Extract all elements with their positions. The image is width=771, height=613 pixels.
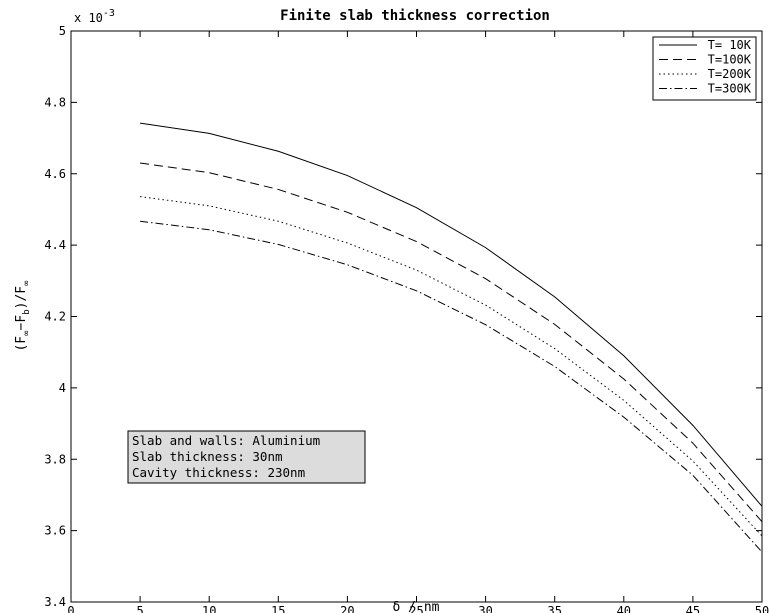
y-tick-label: 4.2 <box>44 310 66 324</box>
x-tick-label: 20 <box>340 604 354 613</box>
annotation-line-1: Slab and walls: Aluminium <box>132 433 320 448</box>
y-tick-label: 4.8 <box>44 95 66 109</box>
legend-box <box>652 36 757 101</box>
x-axis-label: δ / nm <box>393 600 440 613</box>
y-axis-label: (F∞−Fb)/F∞ <box>14 280 32 352</box>
chart-title: Finite slab thickness correction <box>280 8 550 24</box>
y-tick-label: 3.4 <box>44 595 66 609</box>
x-tick-label: 5 <box>136 604 143 613</box>
y-tick-label: 4.4 <box>44 238 66 252</box>
y-tick-label: 4.6 <box>44 167 66 181</box>
legend-label-1: T= 10K <box>708 38 752 52</box>
annotation-line-2: Slab thickness: 30nm <box>132 449 283 464</box>
legend-label-4: T=300K <box>708 82 752 96</box>
y-tick-label: 3.8 <box>44 452 66 466</box>
legend-label-2: T=100K <box>708 53 752 67</box>
y-exponent-base: x 10 <box>74 11 103 25</box>
series-line-1 <box>140 122 763 507</box>
annotation: Slab and walls: Aluminium Slab thickness… <box>127 430 366 484</box>
x-tick-label: 10 <box>202 604 216 613</box>
y-tick-label: 3.6 <box>44 524 66 538</box>
series-layer <box>140 122 763 553</box>
x-tick-label: 15 <box>271 604 285 613</box>
ticks-layer: 0 5 10 15 20 25 30 35 40 45 50 3.4 3.6 3.8 4 4.2 4.4 4.6 4… <box>44 24 769 613</box>
annotation-box <box>127 430 366 484</box>
svg-text:(F∞−Fb)/F∞: (F∞−Fb)/F∞ <box>14 280 32 352</box>
x-tick-label: 45 <box>686 604 700 613</box>
annotation-line-3: Cavity thickness: 230nm <box>132 465 305 480</box>
legend-label-3: T=200K <box>708 67 752 81</box>
x-tick-label: 0 <box>67 604 74 613</box>
x-tick-label: 50 <box>755 604 769 613</box>
x-tick-label: 25 <box>409 604 423 613</box>
x-tick-label: 35 <box>547 604 561 613</box>
y-exponent-label: x 10-3 <box>74 8 115 25</box>
x-tick-label: 40 <box>617 604 631 613</box>
series-line-2 <box>140 162 763 523</box>
y-exponent-power: -3 <box>103 8 115 19</box>
series-line-4 <box>140 220 763 553</box>
y-tick-label: 5 <box>59 24 66 38</box>
x-tick-label: 30 <box>478 604 492 613</box>
y-tick-label: 4 <box>59 381 66 395</box>
